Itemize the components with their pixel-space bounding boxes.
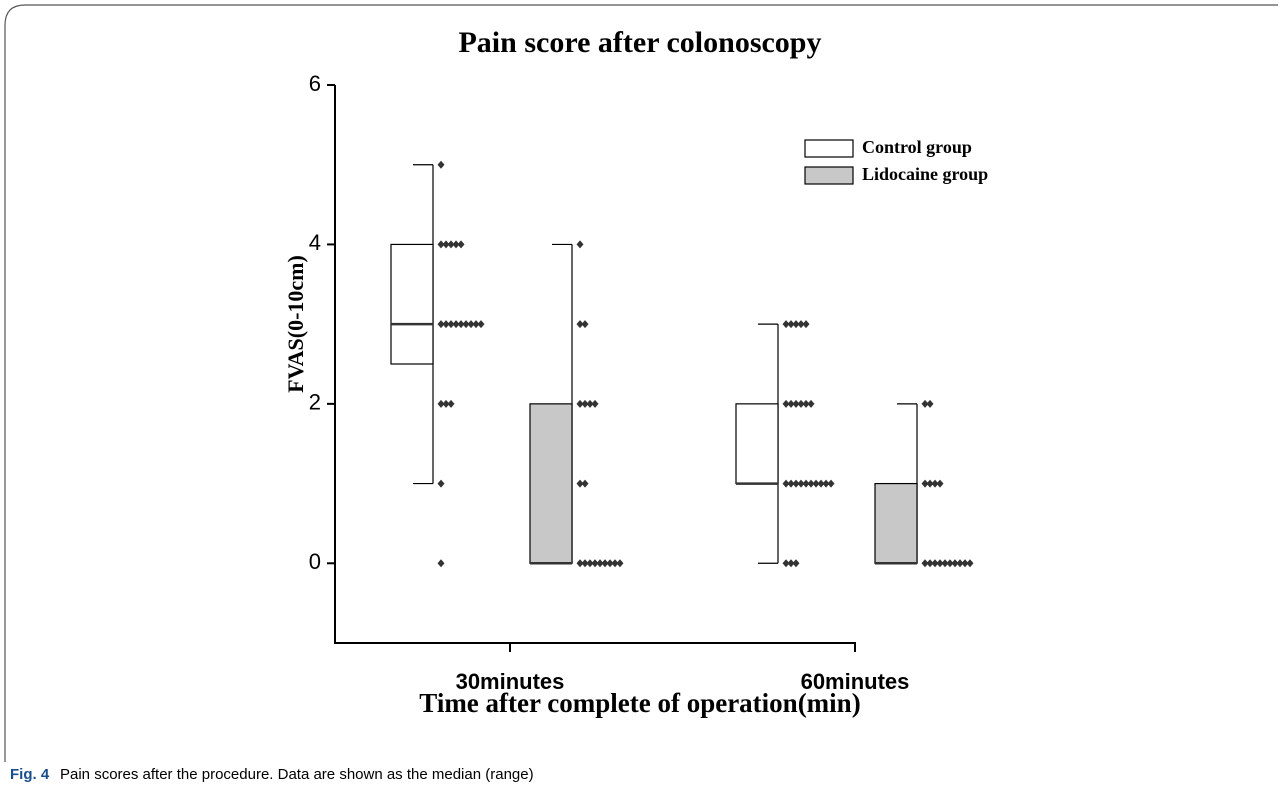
data-point <box>472 320 480 329</box>
data-point <box>782 479 790 488</box>
data-point <box>797 399 805 408</box>
data-point <box>437 320 445 329</box>
data-point <box>802 479 810 488</box>
data-point <box>782 399 790 408</box>
data-point <box>936 479 944 488</box>
data-point <box>437 399 445 408</box>
data-point <box>462 320 470 329</box>
data-point <box>921 559 929 568</box>
data-point <box>616 559 624 568</box>
data-point <box>926 559 934 568</box>
data-point <box>931 559 939 568</box>
legend-label: Lidocaine group <box>862 164 988 184</box>
data-point <box>437 160 445 169</box>
data-point <box>442 240 450 249</box>
data-point <box>437 559 445 568</box>
y-axis-label: FVAS(0-10cm) <box>283 255 308 393</box>
data-point <box>581 399 589 408</box>
data-point <box>442 399 450 408</box>
data-point <box>822 479 830 488</box>
data-point <box>586 559 594 568</box>
data-point <box>576 399 584 408</box>
data-point <box>601 559 609 568</box>
data-point <box>792 320 800 329</box>
data-point <box>817 479 825 488</box>
data-point <box>591 399 599 408</box>
data-point <box>437 240 445 249</box>
data-point <box>951 559 959 568</box>
y-tick-label: 2 <box>309 390 321 415</box>
data-point <box>596 559 604 568</box>
y-tick-label: 6 <box>309 71 321 96</box>
data-point <box>611 559 619 568</box>
data-point <box>966 559 974 568</box>
box <box>874 482 918 564</box>
data-point <box>807 399 815 408</box>
data-point <box>946 559 954 568</box>
data-point <box>606 559 614 568</box>
data-point <box>941 559 949 568</box>
data-point <box>437 479 445 488</box>
data-point <box>581 320 589 329</box>
data-point <box>576 240 584 249</box>
data-point <box>802 320 810 329</box>
x-tick-label: 60minutes <box>801 669 910 694</box>
box <box>735 403 779 485</box>
data-point <box>581 479 589 488</box>
data-point <box>921 479 929 488</box>
x-axis-label: Time after complete of operation(min) <box>419 688 860 718</box>
data-point <box>812 479 820 488</box>
data-point <box>581 559 589 568</box>
data-point <box>827 479 835 488</box>
box <box>390 243 434 365</box>
data-point <box>921 399 929 408</box>
data-point <box>807 479 815 488</box>
data-point <box>452 320 460 329</box>
data-point <box>956 559 964 568</box>
y-tick-label: 4 <box>309 230 321 255</box>
data-point <box>586 399 594 408</box>
data-point <box>926 399 934 408</box>
frame <box>4 4 1278 762</box>
data-point <box>782 559 790 568</box>
data-point <box>961 559 969 568</box>
legend-swatch <box>804 139 854 158</box>
caption-text: Pain scores after the procedure. Data ar… <box>60 766 534 783</box>
data-point <box>457 240 465 249</box>
data-point <box>787 399 795 408</box>
data-point <box>477 320 485 329</box>
data-point <box>787 320 795 329</box>
data-point <box>447 320 455 329</box>
data-point <box>447 399 455 408</box>
data-point <box>936 559 944 568</box>
data-point <box>782 320 790 329</box>
data-point <box>576 559 584 568</box>
data-point <box>787 479 795 488</box>
data-point <box>797 479 805 488</box>
data-point <box>931 479 939 488</box>
data-point <box>442 320 450 329</box>
data-point <box>792 479 800 488</box>
data-point <box>452 240 460 249</box>
data-point <box>792 399 800 408</box>
data-point <box>576 479 584 488</box>
data-point <box>447 240 455 249</box>
data-point <box>787 559 795 568</box>
data-point <box>926 479 934 488</box>
data-point <box>576 320 584 329</box>
data-point <box>467 320 475 329</box>
data-point <box>591 559 599 568</box>
chart-title: Pain score after colonoscopy <box>458 26 821 59</box>
data-point <box>792 559 800 568</box>
caption-label: Fig. 4 <box>10 766 50 783</box>
y-tick-label: 0 <box>309 549 321 574</box>
box <box>529 403 573 564</box>
data-point <box>797 320 805 329</box>
data-point <box>802 399 810 408</box>
legend-swatch <box>804 166 854 185</box>
data-point <box>457 320 465 329</box>
legend-label: Control group <box>862 137 972 157</box>
x-tick-label: 30minutes <box>456 669 565 694</box>
